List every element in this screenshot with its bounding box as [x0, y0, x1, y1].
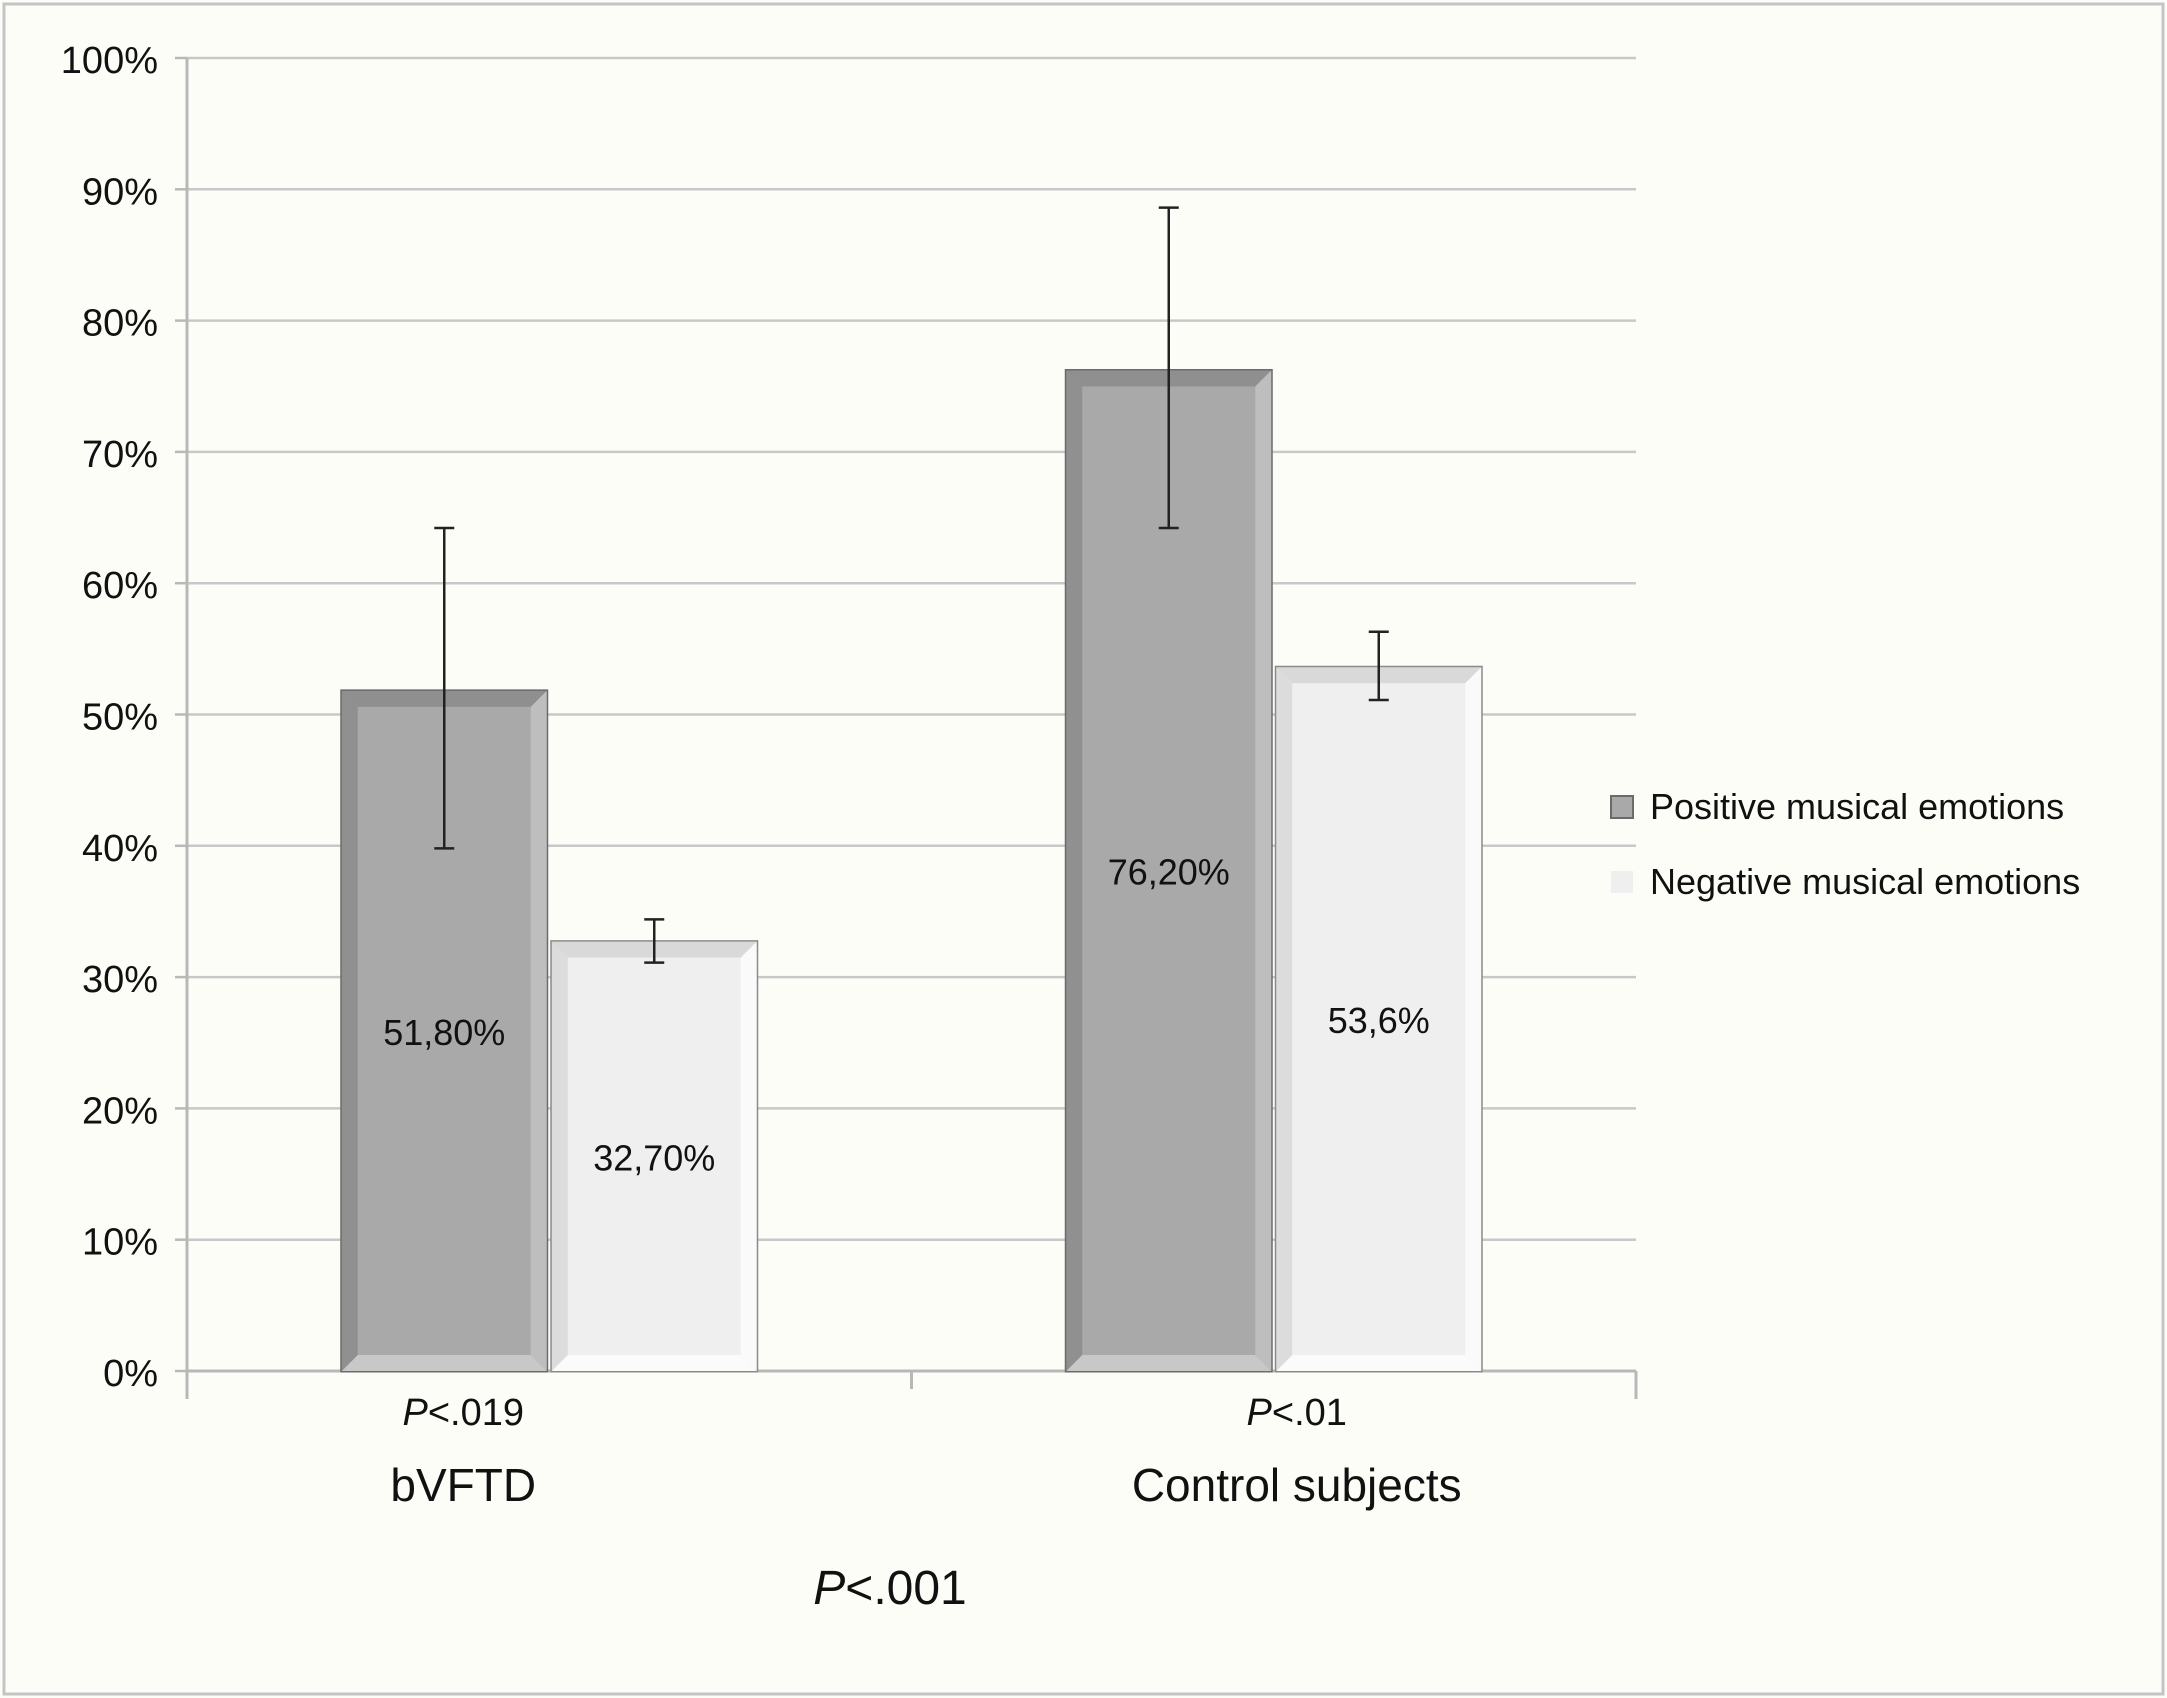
category-p-value: P<.019	[402, 1392, 524, 1434]
y-tick-label: 70%	[82, 434, 158, 476]
bar-bevel-left	[551, 941, 568, 1371]
bars	[340, 368, 1483, 1373]
bar-bevel-left	[1276, 667, 1293, 1371]
x-category-label: bVFTD	[390, 1459, 536, 1511]
y-tick-label: 0%	[103, 1353, 158, 1395]
data-label: 76,20%	[1108, 852, 1230, 893]
bar-positive-1	[1064, 368, 1273, 1373]
y-tick-label: 40%	[82, 828, 158, 870]
error-bar	[1368, 630, 1389, 702]
bar-bevel-right	[530, 690, 547, 1371]
bar-bevel-left	[341, 690, 358, 1371]
bar-negative-0	[550, 940, 759, 1373]
y-tick-labels: 0% 10% 20% 30% 40% 50% 60% 70% 80% 90% 100%	[61, 40, 158, 1395]
legend-item-positive: Positive musical emotions	[1610, 786, 2064, 827]
bar-bevel-left	[1066, 370, 1083, 1371]
data-label: 32,70%	[593, 1137, 715, 1178]
category-p-value: P<.01	[1247, 1392, 1347, 1434]
overall-p-value: P<.001	[813, 1562, 966, 1615]
legend: Positive musical emotions Negative musica…	[1610, 786, 2080, 902]
data-labels: 51,80% 32,70% 76,20% 53,6%	[383, 852, 1430, 1179]
data-label: 51,80%	[383, 1012, 505, 1053]
bar-negative-1	[1274, 665, 1483, 1373]
y-tick-label: 60%	[82, 565, 158, 607]
data-label: 53,6%	[1328, 1000, 1430, 1041]
y-tick-label: 50%	[82, 697, 158, 739]
legend-label: Negative musical emotions	[1650, 861, 2080, 902]
x-category-label: Control subjects	[1132, 1459, 1462, 1511]
y-tick-label: 20%	[82, 1090, 158, 1132]
error-bars	[434, 206, 1389, 964]
bar-rect	[1274, 665, 1483, 1373]
legend-swatch	[1611, 871, 1633, 893]
category-p-values: P<.019 P<.01	[402, 1392, 1346, 1434]
bar-bevel-right	[1255, 370, 1272, 1371]
error-bar	[434, 526, 455, 850]
error-bar	[644, 918, 665, 964]
y-tick-label: 100%	[61, 40, 158, 82]
error-bar	[1158, 206, 1179, 530]
legend-item-negative: Negative musical emotions	[1611, 861, 2080, 902]
bar-bevel-right	[740, 941, 757, 1371]
y-tick-label: 90%	[82, 171, 158, 213]
bar-bevel-bottom	[1276, 1355, 1482, 1371]
y-tick-label: 30%	[82, 959, 158, 1001]
bar-bevel-right	[1465, 667, 1482, 1371]
legend-label: Positive musical emotions	[1650, 786, 2064, 827]
legend-swatch	[1610, 795, 1634, 819]
bar-bevel-bottom	[1066, 1355, 1272, 1371]
bar-bevel-bottom	[341, 1355, 547, 1371]
y-tick-label: 80%	[82, 303, 158, 345]
bar-bevel-bottom	[551, 1355, 757, 1371]
y-tick-label: 10%	[82, 1222, 158, 1264]
x-category-labels: bVFTD Control subjects	[390, 1459, 1461, 1511]
